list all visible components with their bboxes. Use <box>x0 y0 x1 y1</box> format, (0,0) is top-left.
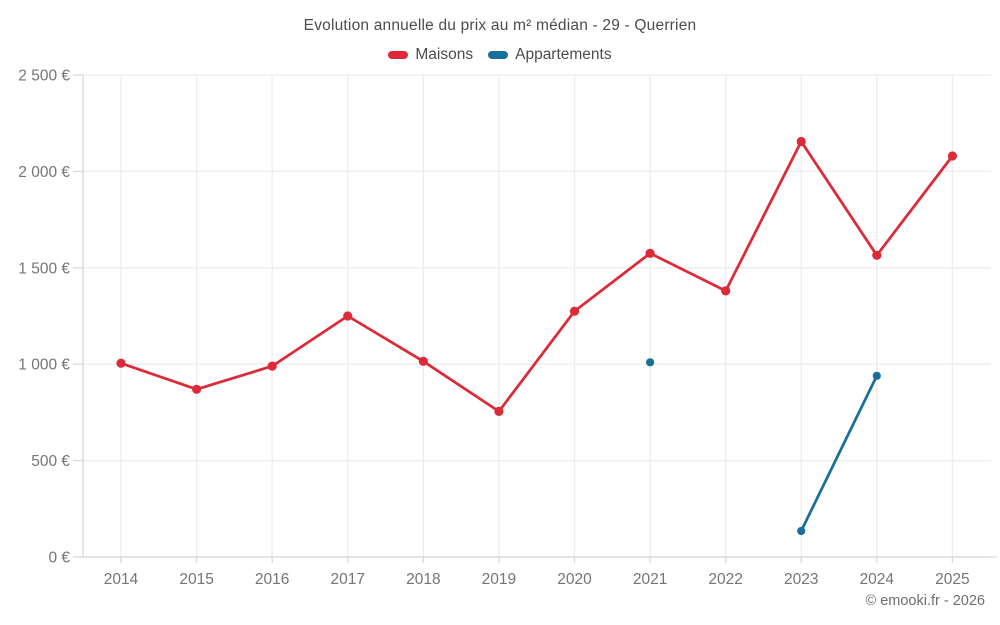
x-tick-label: 2022 <box>708 571 742 588</box>
x-tick-label: 2023 <box>784 571 818 588</box>
series-line-appartements <box>799 374 879 533</box>
data-point-maisons-2016[interactable] <box>267 361 277 371</box>
x-tick-label: 2025 <box>935 571 969 588</box>
x-tick-label: 2017 <box>331 571 365 588</box>
appartements-legend-label: Appartements <box>515 46 612 63</box>
x-tick-label: 2019 <box>482 571 516 588</box>
x-tick-label: 2021 <box>633 571 667 588</box>
maisons-legend-label: Maisons <box>415 46 474 63</box>
y-tick-label: 0 € <box>48 550 70 567</box>
data-point-maisons-2020[interactable] <box>569 306 580 316</box>
legend-item-maisons[interactable]: Maisons <box>388 46 473 64</box>
chart-legend: Maisons Appartements <box>0 46 1000 64</box>
x-tick-label: 2016 <box>255 571 289 588</box>
data-point-maisons-2014[interactable] <box>116 358 126 368</box>
data-point-appartements-2024[interactable] <box>872 371 881 380</box>
data-point-maisons-2019[interactable] <box>494 406 504 416</box>
x-tick-label: 2020 <box>557 571 592 588</box>
y-tick-label: 1 500 € <box>18 260 70 277</box>
data-point-maisons-2021[interactable] <box>645 248 655 258</box>
y-tick-label: 1 000 € <box>18 357 70 374</box>
y-tick-label: 500 € <box>31 453 70 470</box>
series-line-maisons <box>119 140 954 413</box>
data-point-maisons-2025[interactable] <box>947 151 958 161</box>
appartements-legend-swatch-icon <box>488 51 509 59</box>
maisons-legend-swatch-icon <box>388 51 409 59</box>
legend-item-appartements[interactable]: Appartements <box>488 46 612 64</box>
data-point-maisons-2023[interactable] <box>796 136 806 147</box>
x-tick-label: 2024 <box>860 571 895 588</box>
data-point-maisons-2018[interactable] <box>418 356 428 366</box>
data-point-maisons-2015[interactable] <box>192 384 202 394</box>
data-point-maisons-2024[interactable] <box>872 250 882 260</box>
x-tick-label: 2014 <box>104 571 139 588</box>
y-tick-label: 2 000 € <box>18 164 70 181</box>
data-point-maisons-2022[interactable] <box>721 286 731 296</box>
x-tick-label: 2018 <box>406 571 440 588</box>
watermark: © emooki.fr - 2026 <box>865 593 985 609</box>
data-point-appartements-2023[interactable] <box>797 526 806 536</box>
x-tick-label: 2015 <box>179 571 213 588</box>
chart-title: Evolution annuelle du prix au m² médian … <box>303 17 697 34</box>
data-point-maisons-2017[interactable] <box>343 311 353 321</box>
data-point-appartements-2021[interactable] <box>646 358 655 367</box>
y-tick-label: 2 500 € <box>18 68 70 85</box>
